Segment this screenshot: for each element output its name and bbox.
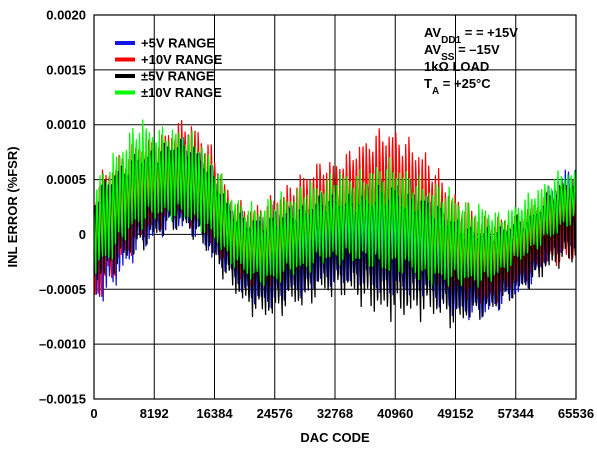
tick-labels: 0 8192 16384 24576 32768 40960 49152 57344 65536… xyxy=(39,8,594,422)
y-tick-label: 0.0015 xyxy=(46,62,86,77)
x-tick-label: 24576 xyxy=(257,406,293,421)
conditions-line: 1kΩ LOAD xyxy=(424,59,489,74)
x-axis-title: DAC CODE xyxy=(300,430,370,445)
y-tick-label: 0.0005 xyxy=(46,172,86,187)
series-line xyxy=(93,138,577,329)
x-tick-label: 32768 xyxy=(317,406,353,421)
y-tick-label: –0.0015 xyxy=(39,392,86,407)
x-tick-label: 57344 xyxy=(498,406,535,421)
series-line xyxy=(93,119,577,288)
legend-label: ±5V RANGE xyxy=(141,69,215,84)
conditions-line: AVDD1 = = +15V xyxy=(424,25,518,46)
conditions-line: TA = +25°C xyxy=(424,76,491,97)
x-tick-label: 49152 xyxy=(437,406,473,421)
x-tick-label: 0 xyxy=(90,406,97,421)
x-tick-label: 16384 xyxy=(196,406,233,421)
x-tick-label: 8192 xyxy=(140,406,169,421)
series-layer xyxy=(93,119,577,329)
legend-label: +10V RANGE xyxy=(141,52,223,67)
x-tick-label: 40960 xyxy=(377,406,413,421)
y-tick-label: –0.0010 xyxy=(39,337,86,352)
legend-label: ±10V RANGE xyxy=(141,85,222,100)
y-tick-label: 0.0010 xyxy=(46,117,86,132)
y-tick-label: 0 xyxy=(79,227,86,242)
y-tick-label: –0.0005 xyxy=(39,282,86,297)
plot-frame xyxy=(93,14,577,400)
legend-label: +5V RANGE xyxy=(141,36,215,51)
x-tick-label: 65536 xyxy=(558,406,594,421)
conditions-line: AVSS = –15V xyxy=(424,42,500,63)
legend: +5V RANGE+10V RANGE ±5V RANGE±10V RANGE xyxy=(115,36,223,100)
y-tick-label: 0.0020 xyxy=(46,8,86,23)
y-axis-title: INL ERROR (%FSR) xyxy=(5,146,20,267)
